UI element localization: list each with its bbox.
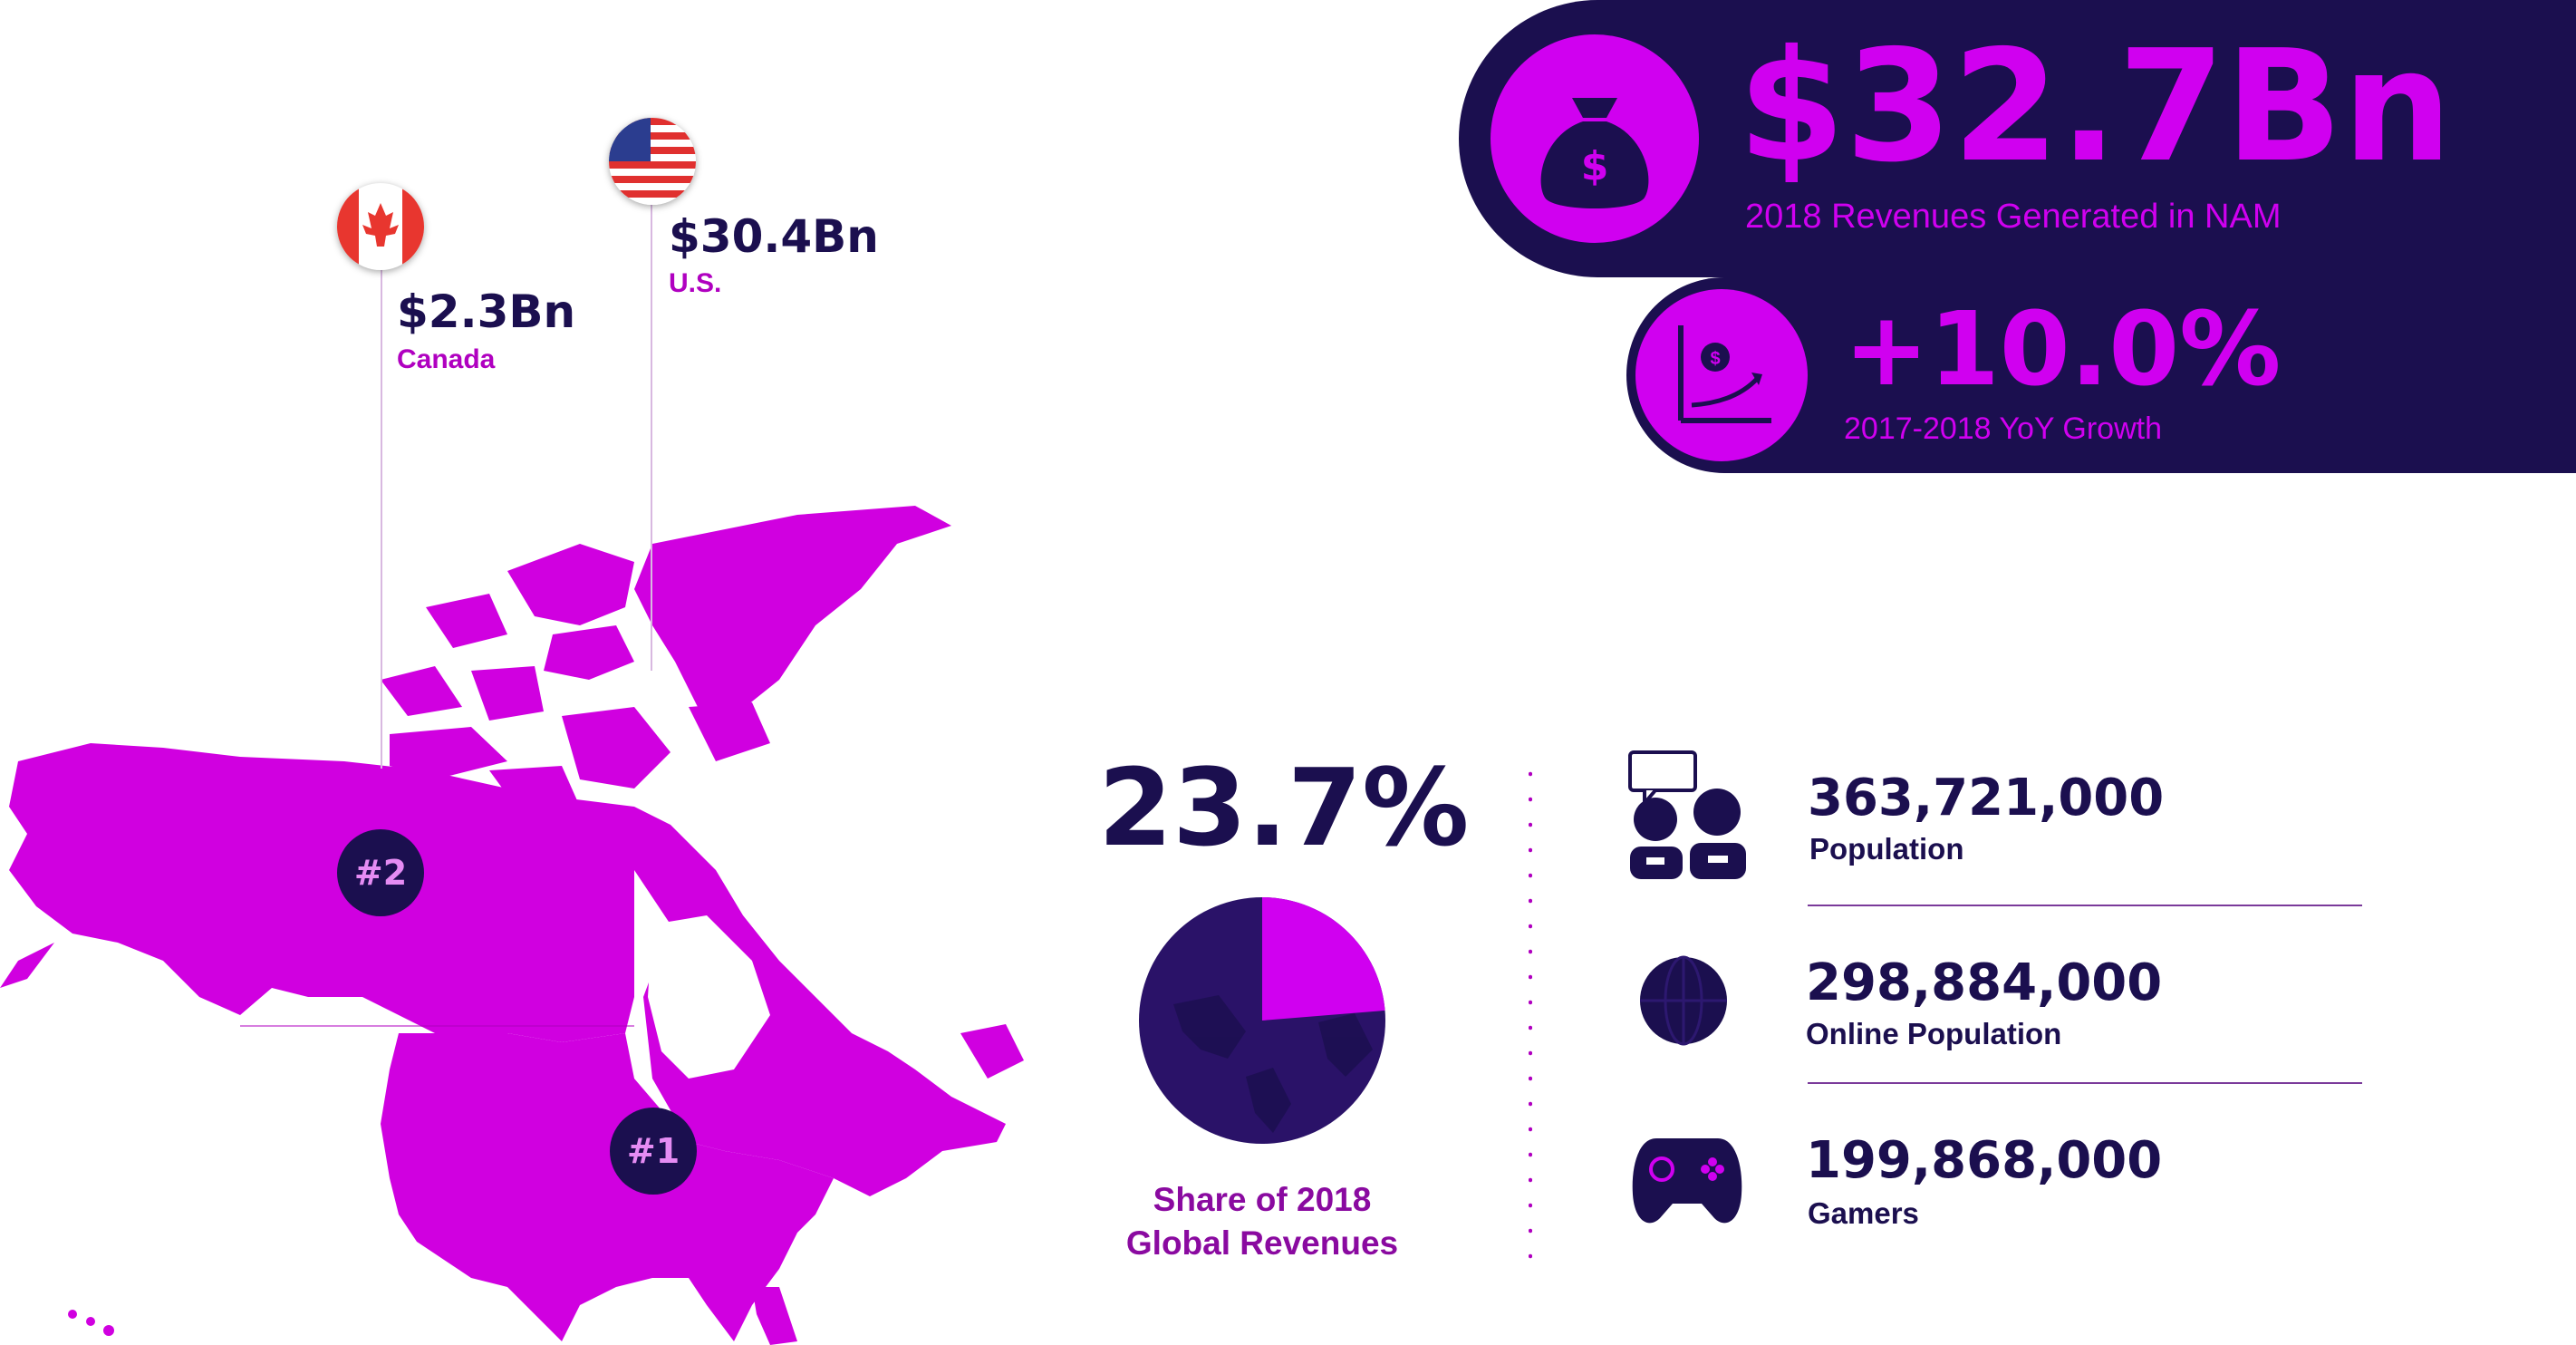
svg-text:$: $ [1581, 143, 1609, 189]
online-population-label: Online Population [1806, 1017, 2062, 1050]
global-share-label-line2: Global Revenues [1125, 1224, 1399, 1262]
svg-text:$: $ [1710, 349, 1720, 369]
growth-label: 2017-2018 YoY Growth [1844, 411, 2162, 446]
global-share-label-line1: Share of 2018 [1153, 1181, 1372, 1218]
globe-icon [1638, 955, 1729, 1050]
canada-revenue: $2.3Bn [397, 285, 576, 338]
north-america-map [0, 506, 1024, 1345]
us-leader-line [651, 199, 652, 671]
us-label: U.S. [669, 268, 722, 298]
global-share-value: 23.7% [1098, 745, 1470, 870]
gamers-value: 199,868,000 [1806, 1131, 2163, 1190]
canada-rank-badge: #2 [337, 829, 424, 916]
people-chat-icon [1626, 749, 1749, 885]
global-share-pie [1139, 897, 1385, 1144]
canada-flag-icon [337, 183, 424, 270]
growth-banner: $ +10.0% 2017-2018 YoY Growth [1626, 277, 2576, 473]
growth-value: +10.0% [1844, 291, 2282, 409]
global-share-slice [1262, 897, 1385, 1021]
revenue-label: 2018 Revenues Generated in NAM [1745, 198, 2282, 236]
us-revenue: $30.4Bn [669, 210, 879, 263]
population-label: Population [1809, 832, 1964, 866]
growth-chart-icon: $ [1635, 289, 1808, 461]
population-value: 363,721,000 [1808, 769, 2165, 827]
gamepad-icon [1629, 1131, 1745, 1235]
online-population-value: 298,884,000 [1806, 953, 2163, 1012]
revenue-banner: $ $32.7Bn 2018 Revenues Generated in NAM [1459, 0, 2576, 277]
money-bag-icon: $ [1491, 34, 1699, 243]
stats-divider-1 [1808, 905, 2362, 906]
revenue-value: $32.7Bn [1738, 17, 2453, 197]
canada-leader-line [381, 270, 382, 769]
canada-label: Canada [397, 344, 496, 374]
us-flag-icon [609, 118, 696, 205]
dotted-divider [1529, 761, 1532, 1269]
stats-divider-2 [1808, 1082, 2362, 1084]
us-rank-badge: #1 [610, 1108, 697, 1195]
global-share-label: Share of 2018 Global Revenues [1099, 1178, 1425, 1265]
gamers-label: Gamers [1808, 1196, 1919, 1230]
